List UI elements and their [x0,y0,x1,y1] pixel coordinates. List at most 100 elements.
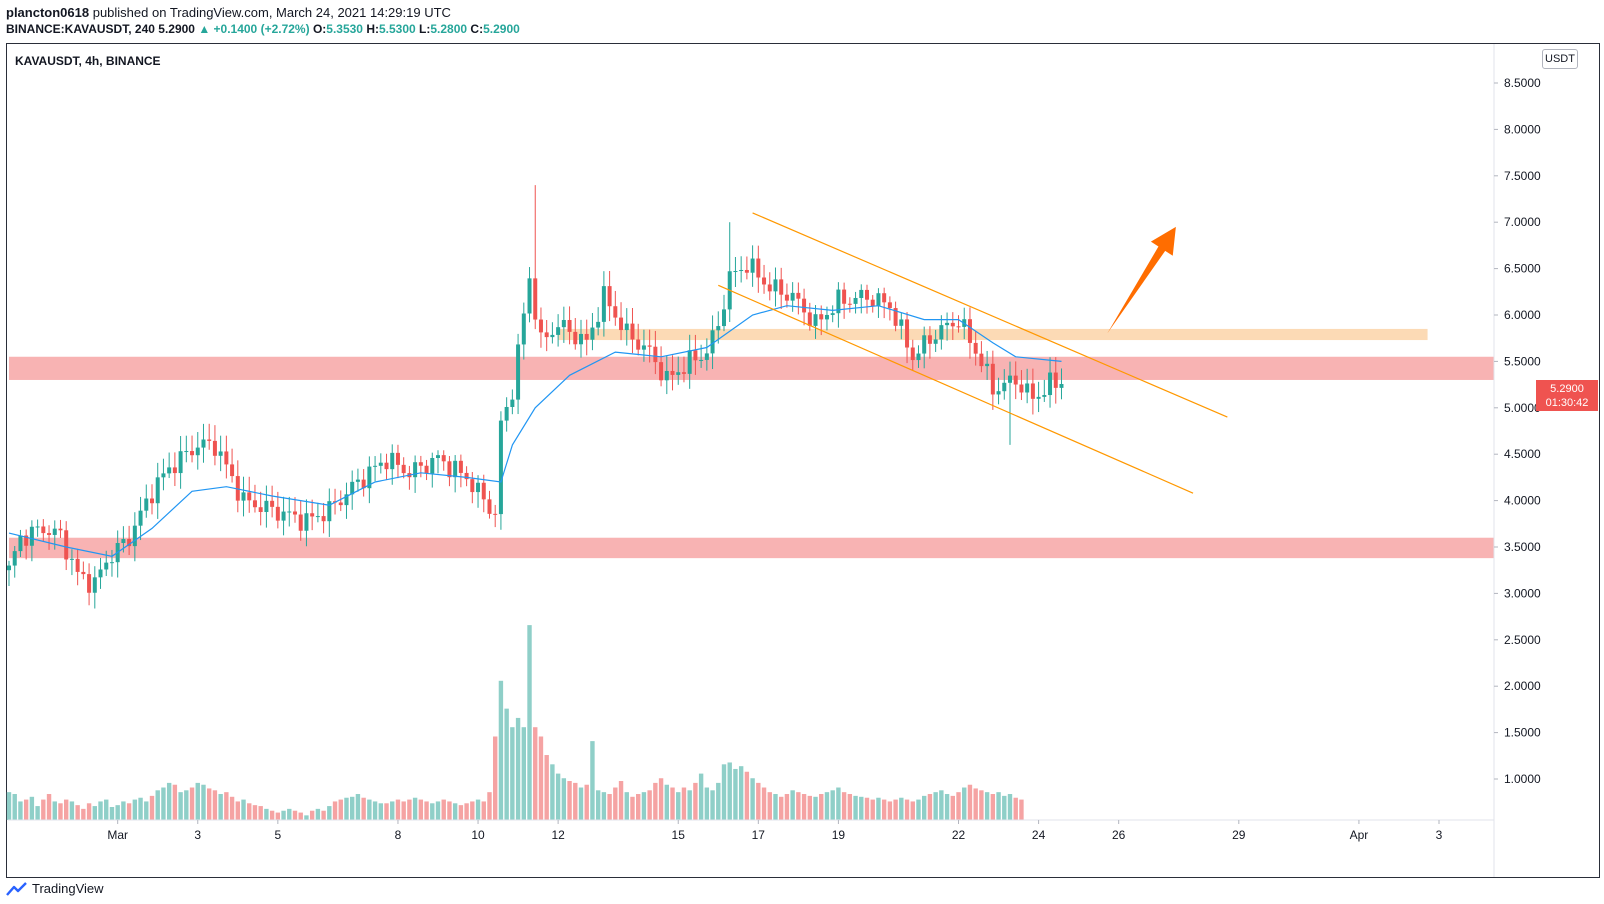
volume-bar [64,799,69,820]
volume-bar [487,792,492,820]
volume-bar [378,803,383,820]
candle-body [516,344,521,400]
candle-body [510,399,515,407]
open-value: 5.3530 [326,22,363,36]
price-tick-label: 6.5000 [1504,262,1541,276]
candle [704,338,709,371]
candle-body [824,314,829,320]
candle-body [739,269,744,272]
candle-body [178,451,183,474]
candle-body [636,339,641,350]
candle [252,484,257,513]
candle-body [1042,395,1047,397]
candle [1036,381,1041,413]
candle [676,356,681,385]
candle [378,453,383,474]
candle [69,549,74,576]
volume-bar [138,797,143,820]
candle-body [876,293,881,307]
volume-bar [46,794,52,820]
candle [973,330,978,366]
candle [247,476,252,513]
candle-body [167,467,172,474]
volume-bar [916,799,921,820]
volume-bar [624,792,629,820]
candle-body [304,513,309,531]
candle [945,312,950,341]
candle [24,529,29,560]
candle [979,341,984,373]
candle [355,468,360,492]
symbol-text: BINANCE:KAVAUSDT, 240 [6,22,155,36]
moving-average-layer [8,305,1062,557]
volume-bar [12,794,17,820]
volume-bar [447,801,452,820]
candle [916,345,921,368]
candle-body [653,346,658,363]
candle [664,355,669,395]
volume-bar [779,796,784,820]
candle-body [218,451,223,456]
currency-unit-button[interactable]: USDT [1542,49,1578,69]
candle-body [584,333,589,340]
candle [533,185,538,330]
candle-body [922,335,927,354]
candle-body [195,447,200,456]
publisher-name[interactable]: plancton0618 [6,5,90,20]
candle [956,315,961,333]
volume-bar [161,787,166,820]
candle-body [882,293,887,303]
candle [899,312,904,340]
candle-body [596,321,601,328]
candle-body [967,319,972,343]
candle [596,307,601,336]
candle [853,291,858,314]
candle-body [127,539,132,547]
volume-bar [52,801,57,820]
candle [81,561,86,580]
volume-bar [967,784,973,820]
volume-bar [881,799,887,820]
candle-body [567,319,572,332]
candle-body [722,309,726,327]
volume-bar [990,794,996,820]
zone-red-0 [9,356,1494,380]
tradingview-logo-icon [6,881,27,896]
candle-body [1002,382,1007,392]
volume-bar [904,799,910,820]
candle-body [836,289,841,314]
footer-brand[interactable]: TradingView [32,881,104,896]
volume-bar [470,801,475,820]
candle [87,563,92,606]
volume-bar [847,794,853,820]
volume-bar [23,799,29,820]
volume-bar [69,801,75,820]
volume-bar [372,801,378,820]
candle-body [155,477,160,504]
candle [441,450,446,471]
candle [653,330,658,375]
volume-layer [6,625,1024,820]
candle-body [355,479,360,482]
volume-bar [784,794,790,820]
axes-layer: 8.5000 8.0000 7.5000 7.0000 6.5000 6.0000 5.50… [8,44,1541,877]
candle [1053,357,1058,404]
published-text: published on TradingView.com, March 24, … [92,5,451,20]
candle-body [681,372,686,374]
volume-bar [721,764,727,820]
candle [458,454,463,488]
candle [258,491,263,526]
candle [590,312,595,351]
volume-bar [1002,795,1007,820]
candle-body [985,363,990,367]
volume-bar [733,768,738,820]
candle [647,329,652,363]
volume-bar [933,792,938,820]
candle [476,475,481,508]
candle-body [573,331,578,345]
candle-body [258,507,263,513]
price-tick-label: 2.5000 [1504,633,1541,647]
candle-body [230,464,235,477]
volume-bar [481,801,486,820]
